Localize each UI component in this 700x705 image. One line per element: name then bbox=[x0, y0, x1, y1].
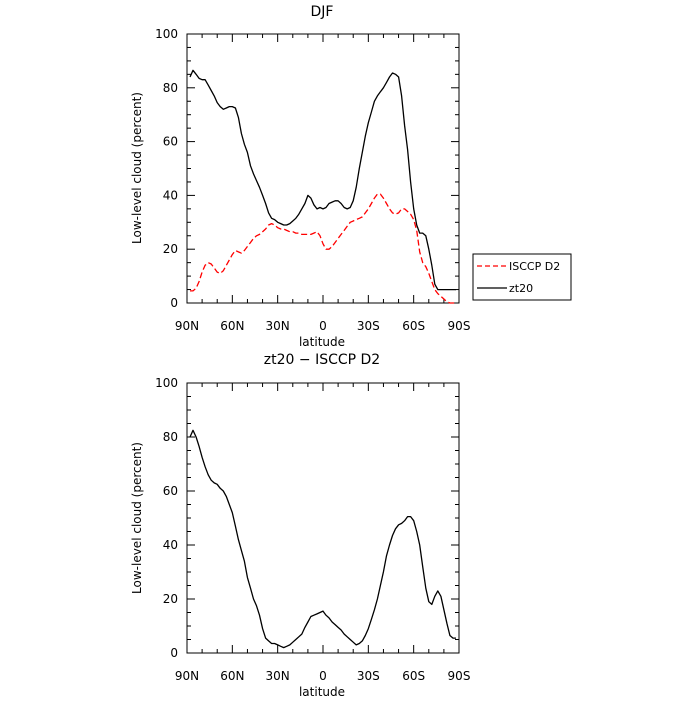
y-tick-label: 0 bbox=[170, 296, 178, 310]
x-tick-label: 90N bbox=[175, 319, 199, 333]
x-tick-label: 90S bbox=[448, 319, 471, 333]
legend: ISCCP D2 zt20 bbox=[472, 253, 572, 301]
y-axis-label: Low-level cloud (percent) bbox=[130, 442, 144, 594]
series-group bbox=[189, 69, 456, 304]
y-tick-label: 80 bbox=[163, 430, 178, 444]
x-tick-label: 0 bbox=[319, 669, 327, 683]
y-tick-label: 20 bbox=[163, 592, 178, 606]
y-tick-label: 100 bbox=[155, 27, 178, 41]
x-tick-label: 60S bbox=[402, 669, 425, 683]
x-tick-label: 90S bbox=[448, 669, 471, 683]
y-tick-label: 100 bbox=[155, 376, 178, 390]
y-tick-label: 40 bbox=[163, 538, 178, 552]
x-axis-label: latitude bbox=[299, 335, 345, 349]
panel-title: DJF bbox=[311, 4, 334, 20]
plot-frame bbox=[186, 382, 460, 654]
series-line-difference bbox=[189, 429, 456, 649]
x-tick-label: 30N bbox=[266, 669, 290, 683]
y-tick-label: 20 bbox=[163, 242, 178, 256]
series-line-isccp-d2 bbox=[190, 193, 456, 304]
ticks bbox=[186, 382, 460, 654]
legend-label-zt20: zt20 bbox=[509, 282, 533, 295]
y-tick-label: 80 bbox=[163, 81, 178, 95]
x-axis-label: latitude bbox=[299, 685, 345, 699]
y-tick-labels: 0 20 40 60 80 100 bbox=[155, 27, 178, 310]
x-tick-labels: 90N 60N 30N 0 30S 60S 90S bbox=[175, 319, 471, 333]
x-tick-label: 90N bbox=[175, 669, 199, 683]
series-group bbox=[189, 429, 456, 649]
y-axis-label: Low-level cloud (percent) bbox=[130, 92, 144, 244]
x-tick-label: 30S bbox=[357, 669, 380, 683]
y-tick-labels: 0 20 40 60 80 100 bbox=[155, 376, 178, 660]
y-tick-label: 40 bbox=[163, 188, 178, 202]
x-tick-label: 60N bbox=[220, 319, 244, 333]
y-tick-label: 0 bbox=[170, 646, 178, 660]
x-tick-label: 60N bbox=[220, 669, 244, 683]
panel-difference: zt20 − ISCCP D2 0 20 40 60 80 100 90N 60N 30N 0 3… bbox=[130, 352, 470, 699]
series-line-zt20 bbox=[189, 69, 456, 291]
x-tick-label: 30N bbox=[266, 319, 290, 333]
y-tick-label: 60 bbox=[163, 484, 178, 498]
x-tick-label: 0 bbox=[319, 319, 327, 333]
x-tick-label: 30S bbox=[357, 319, 380, 333]
y-tick-label: 60 bbox=[163, 135, 178, 149]
x-tick-label: 60S bbox=[402, 319, 425, 333]
ticks bbox=[186, 33, 460, 304]
x-tick-labels: 90N 60N 30N 0 30S 60S 90S bbox=[175, 669, 471, 683]
legend-label-isccp: ISCCP D2 bbox=[509, 260, 560, 273]
legend-box bbox=[472, 253, 572, 301]
panel-djf: DJF 0 20 40 60 80 100 90N 60N 30N 0 30S 60S 90S lat… bbox=[130, 4, 572, 349]
panel-title: zt20 − ISCCP D2 bbox=[264, 352, 380, 368]
